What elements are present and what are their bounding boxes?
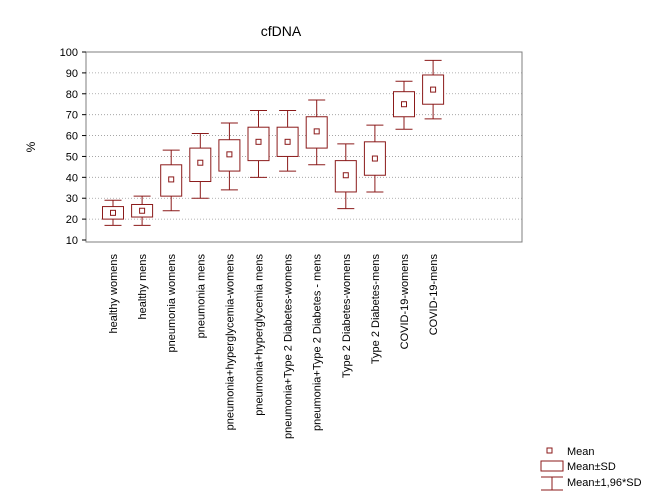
y-tick-label: 100 [60,47,78,59]
x-category-label: pneumonia+hyperglycemia mens [254,254,266,416]
legend-sd-symbol [540,460,564,472]
mean-marker [401,101,407,108]
boxes [102,59,445,226]
y-tick-label: 50 [66,151,78,163]
mean-marker [110,209,116,216]
legend-mean-symbol [546,447,553,454]
box-group [422,59,445,120]
box-group [131,195,154,226]
plot-frame [85,51,523,243]
y-tick-label: 90 [66,68,78,80]
y-tick-label: 40 [66,172,78,184]
mean-marker [342,172,349,179]
y-tick-label: 30 [66,193,78,205]
x-category-label: Type 2 Diabetes-womens [341,254,353,379]
y-tick-label: 60 [66,131,78,143]
y-tick-label: 10 [66,235,78,247]
mean-marker [284,138,291,145]
box-group [218,122,241,191]
box-group [276,109,299,172]
box-group [160,149,183,212]
x-category-label: pneumonia+Type 2 Diabetes-womens [283,254,295,439]
box-group [305,99,328,166]
mean-marker [139,207,146,214]
mean-marker [313,128,320,135]
legend-mean-label: Mean [567,446,595,458]
x-category-label: COVID-19-womens [399,254,411,350]
legend-sd-label: Mean±SD [567,461,616,473]
mean-marker [371,155,378,162]
mean-marker [255,138,262,145]
mean-marker [168,176,175,183]
x-category-label: pneumonia+Type 2 Diabetes - mens [312,254,324,432]
mean-marker [197,159,204,166]
mean-marker [430,86,437,93]
legend: Mean Mean±SD Mean±1,96*SD [540,446,642,491]
x-category-label: healthy mens [137,254,149,320]
box-group [334,143,357,210]
y-axis-label: % [24,141,38,152]
x-category-label: pneumonia womens [166,254,178,353]
x-category-label: pneumonia mens [195,254,207,339]
legend-ci-label: Mean±1,96*SD [567,477,642,489]
x-axis-labels: healthy womens healthy mens pneumonia wome… [108,254,440,439]
x-category-label: pneumonia+hyperglycemia-womens [224,254,236,431]
chart-title: cfDNA [261,23,302,39]
y-tick-label: 70 [66,110,78,122]
x-category-label: COVID-19-mens [428,254,440,336]
box-group [247,109,270,178]
box-group [393,80,415,130]
x-category-label: Type 2 Diabetes-mens [370,254,382,365]
x-category-label: healthy womens [108,254,120,334]
mean-marker [226,151,233,158]
box-group [363,124,386,193]
box-group [102,199,124,226]
gridlines [86,72,522,220]
y-axis-ticks: 10 20 30 40 50 60 70 80 90 100 [60,47,86,247]
y-tick-label: 80 [66,89,78,101]
y-tick-label: 20 [66,214,78,226]
box-group [189,132,212,199]
